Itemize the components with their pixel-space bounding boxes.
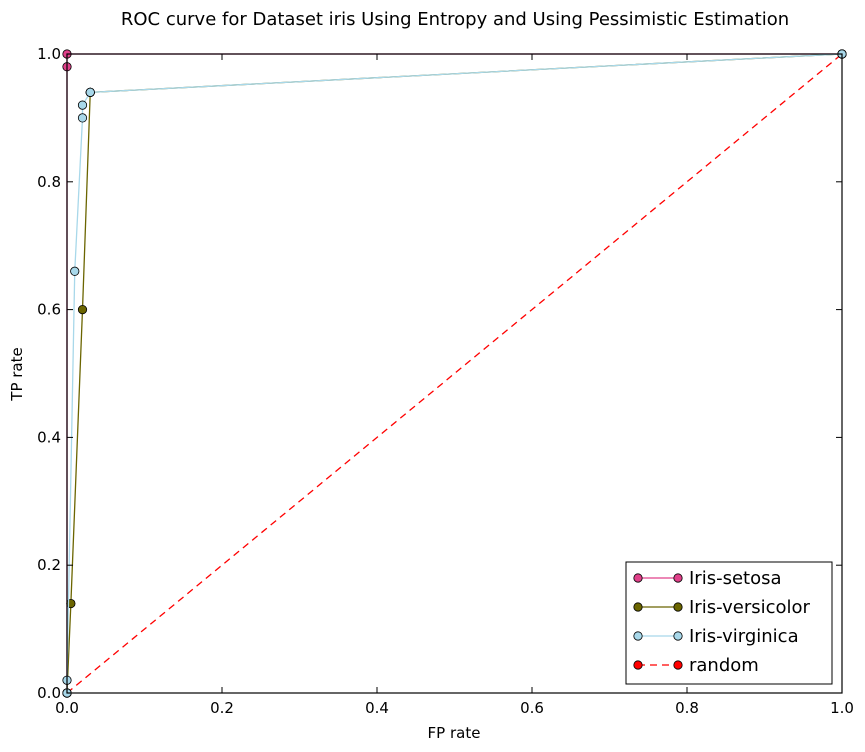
x-tick-label: 0.8 — [675, 699, 699, 717]
ticks-layer: 0.0 0.2 0.4 0.6 0.8 1.0 0.0 0.2 0.4 0.6 0.8 1.0 — [37, 45, 854, 717]
plot-frame — [66, 53, 843, 694]
data-point-iris-versicolor — [77, 304, 88, 315]
legend-entry-label: random — [689, 655, 759, 676]
legend-marker — [633, 573, 643, 583]
y-tick-label: 0.8 — [37, 173, 61, 191]
x-tick-label: 0.6 — [520, 699, 544, 717]
x-tick-label: 0.4 — [365, 699, 389, 717]
y-tick-label: 0.4 — [37, 428, 61, 446]
data-point-iris-virginica — [77, 113, 88, 123]
x-tick-label: 1.0 — [830, 699, 854, 717]
y-axis-label: TP rate — [8, 347, 26, 401]
legend-entry-label: Iris-versicolor — [689, 597, 811, 618]
y-tick-label: 0.6 — [37, 301, 61, 319]
data-point-iris-virginica — [85, 87, 95, 97]
y-tick-label: 0.2 — [37, 556, 61, 574]
y-tick-label: 0.0 — [37, 684, 61, 702]
x-axis-label: FP rate — [428, 724, 481, 742]
y-tick-label: 1.0 — [37, 45, 61, 63]
legend-entry-label: Iris-setosa — [689, 568, 782, 589]
legend-box — [625, 561, 833, 685]
legend-marker — [633, 602, 643, 612]
legend-marker — [633, 631, 643, 641]
legend: Iris-setosa Iris-versicolor Iris-virginica… — [625, 561, 833, 685]
x-tick-label: 0.0 — [55, 699, 79, 717]
legend-marker — [673, 660, 683, 670]
legend-marker — [673, 573, 683, 583]
data-point-iris-virginica — [77, 100, 88, 110]
legend-marker — [673, 602, 683, 612]
legend-entry-label: Iris-virginica — [689, 626, 799, 647]
data-point-iris-virginica — [70, 266, 80, 276]
chart-title: ROC curve for Dataset iris Using Entropy… — [121, 9, 789, 30]
legend-marker — [673, 631, 683, 641]
x-tick-label: 0.2 — [210, 699, 234, 717]
legend-marker — [633, 660, 643, 670]
